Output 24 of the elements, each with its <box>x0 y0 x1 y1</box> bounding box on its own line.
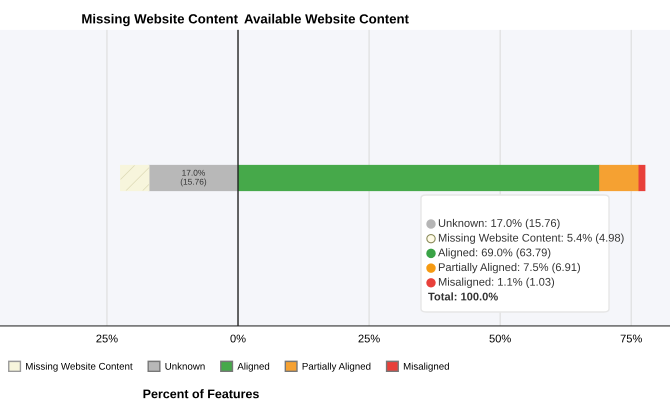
text: Available Website Content <box>244 14 409 24</box>
x-tick-label: 25% <box>358 334 380 342</box>
annotation: Total: 100.0% <box>428 292 498 300</box>
legend-label: Aligned <box>237 362 270 372</box>
annotation: Aligned: 69.0% (63.79) <box>438 248 550 259</box>
legend-label: Misaligned <box>404 362 449 372</box>
legend-label: Missing Website Content <box>26 362 133 372</box>
x-tick-label: 50% <box>489 334 511 342</box>
bar <box>638 164 646 192</box>
x-tick-label: 0% <box>230 334 246 342</box>
bar <box>599 164 640 192</box>
bar <box>148 164 239 192</box>
x-axis-title: Percent of Features <box>143 389 259 398</box>
text: Missing Website Content <box>82 14 238 26</box>
annotation: Unknown: 17.0% (15.76) <box>438 218 560 230</box>
x-tick-label: 25% <box>96 334 118 342</box>
legend-label: Unknown <box>165 362 205 370</box>
data-label: 17.0% (15.76) <box>180 170 206 186</box>
x-tick-label: 75% <box>620 334 642 342</box>
annotation: Misaligned: 1.1% (1.03) <box>438 278 554 288</box>
annotation: Partially Aligned: 7.5% (6.91) <box>438 262 580 274</box>
bar <box>237 164 600 192</box>
legend-label: Partially Aligned <box>302 362 370 372</box>
annotation: Missing Website Content: 5.4% (4.98) <box>438 234 624 244</box>
